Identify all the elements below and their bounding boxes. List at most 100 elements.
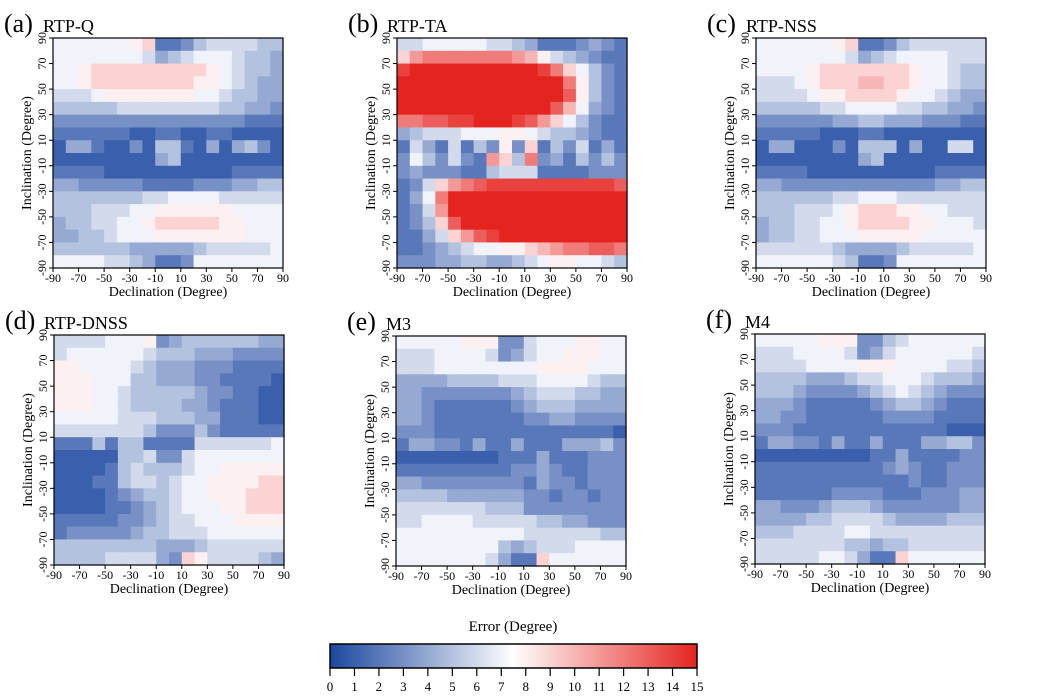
heatmap-cell (258, 411, 272, 426)
heatmap-cell (972, 423, 986, 437)
heatmap-cell (818, 410, 833, 425)
heatmap-cell (168, 63, 182, 77)
heatmap-cell (129, 153, 144, 167)
x-tick-label: 50 (570, 271, 582, 285)
heatmap-cell (768, 76, 783, 90)
heatmap-cell (66, 526, 81, 541)
heatmap-cell (181, 488, 196, 502)
heatmap-cell (794, 76, 808, 90)
heatmap-cell (524, 255, 539, 269)
heatmap-cell (793, 512, 807, 527)
panel-title: RTP-DNSS (44, 313, 128, 333)
x-tick-label: 90 (979, 567, 991, 581)
heatmap-cell (244, 89, 259, 103)
y-tick-label: 90 (36, 329, 50, 341)
heatmap-cell (143, 373, 157, 387)
heatmap-cell (397, 229, 411, 244)
heatmap-cell (397, 63, 411, 77)
heatmap-cell (587, 425, 602, 439)
heatmap-cell (142, 63, 156, 77)
heatmap-cell (270, 242, 284, 256)
heatmap-cell (397, 165, 411, 180)
heatmap-cell (946, 487, 961, 501)
heatmap-cell (832, 204, 847, 218)
heatmap-cell (960, 63, 974, 77)
x-tick-label: 90 (621, 271, 633, 285)
heatmap-cell (857, 474, 871, 488)
x-tick-label: -50 (97, 568, 113, 582)
heatmap-cell (934, 89, 949, 103)
heatmap-cell (421, 399, 435, 414)
x-tick-label: 70 (595, 271, 607, 285)
heatmap-cell (972, 500, 986, 514)
heatmap-cell (193, 216, 207, 231)
heatmap-cell (448, 255, 462, 269)
heatmap-cell (588, 38, 603, 52)
heatmap-cell (270, 165, 284, 180)
heatmap-cell (53, 165, 67, 180)
heatmap-cell (447, 374, 461, 388)
heatmap-cell (909, 255, 923, 269)
heatmap-cell (921, 372, 935, 386)
heatmap-cell (909, 63, 923, 77)
heatmap-cell (194, 360, 208, 374)
heatmap-cell (600, 553, 614, 567)
heatmap-cell (257, 178, 271, 192)
heatmap-cell (600, 361, 614, 375)
heatmap-cell (459, 348, 474, 363)
heatmap-cell (946, 461, 961, 476)
heatmap-cell (65, 242, 80, 256)
heatmap-cell (194, 411, 208, 426)
heatmap-cell (523, 412, 538, 427)
heatmap-cell (206, 255, 220, 269)
heatmap-cell (755, 551, 769, 565)
heatmap-cell (563, 242, 577, 256)
heatmap-cell (219, 191, 233, 205)
heatmap-cell (104, 114, 118, 129)
heatmap-cell (947, 255, 962, 269)
heatmap-cell (486, 63, 500, 77)
y-tick-label: 10 (379, 134, 393, 146)
heatmap-cell (409, 255, 424, 269)
heatmap-cell (536, 451, 550, 465)
heatmap-cell (130, 501, 145, 515)
heatmap-cell (206, 38, 220, 52)
heatmap-cell (883, 63, 898, 77)
heatmap-cell (155, 101, 169, 116)
y-tick-label: -90 (378, 558, 392, 574)
heatmap-cell (258, 501, 272, 515)
heatmap-cell (844, 334, 858, 348)
heatmap-cell (193, 127, 207, 141)
heatmap-cell (129, 89, 144, 103)
heatmap-cell (908, 372, 922, 386)
heatmap-cell (257, 140, 271, 154)
heatmap-cell (258, 360, 272, 374)
heatmap-cell (271, 462, 285, 477)
heatmap-cell (845, 63, 859, 77)
heatmap-cell (756, 204, 770, 218)
heatmap-cell (933, 474, 948, 488)
heatmap-cell (768, 140, 783, 154)
heatmap-cell (448, 89, 462, 103)
heatmap-cell (54, 335, 68, 349)
heatmap-cell (934, 242, 949, 256)
heatmap-cell (857, 449, 871, 463)
heatmap-cell (818, 551, 833, 565)
heatmap-cell (193, 114, 207, 129)
heatmap-cell (498, 412, 512, 427)
heatmap-cell (806, 334, 820, 348)
heatmap-cell (574, 527, 589, 542)
heatmap-cell (130, 373, 145, 387)
heatmap-cell (396, 399, 410, 414)
heatmap-cell (231, 50, 246, 65)
heatmap-cell (947, 178, 962, 192)
heatmap-cell (512, 50, 526, 65)
heatmap-cell (613, 361, 627, 375)
heatmap-cell (819, 89, 834, 103)
heatmap-cell (587, 361, 602, 375)
heatmap-cell (946, 436, 961, 450)
heatmap-cell (194, 462, 208, 477)
heatmap-cell (947, 204, 962, 218)
heatmap-cell (858, 76, 872, 90)
heatmap-cell (768, 89, 783, 103)
